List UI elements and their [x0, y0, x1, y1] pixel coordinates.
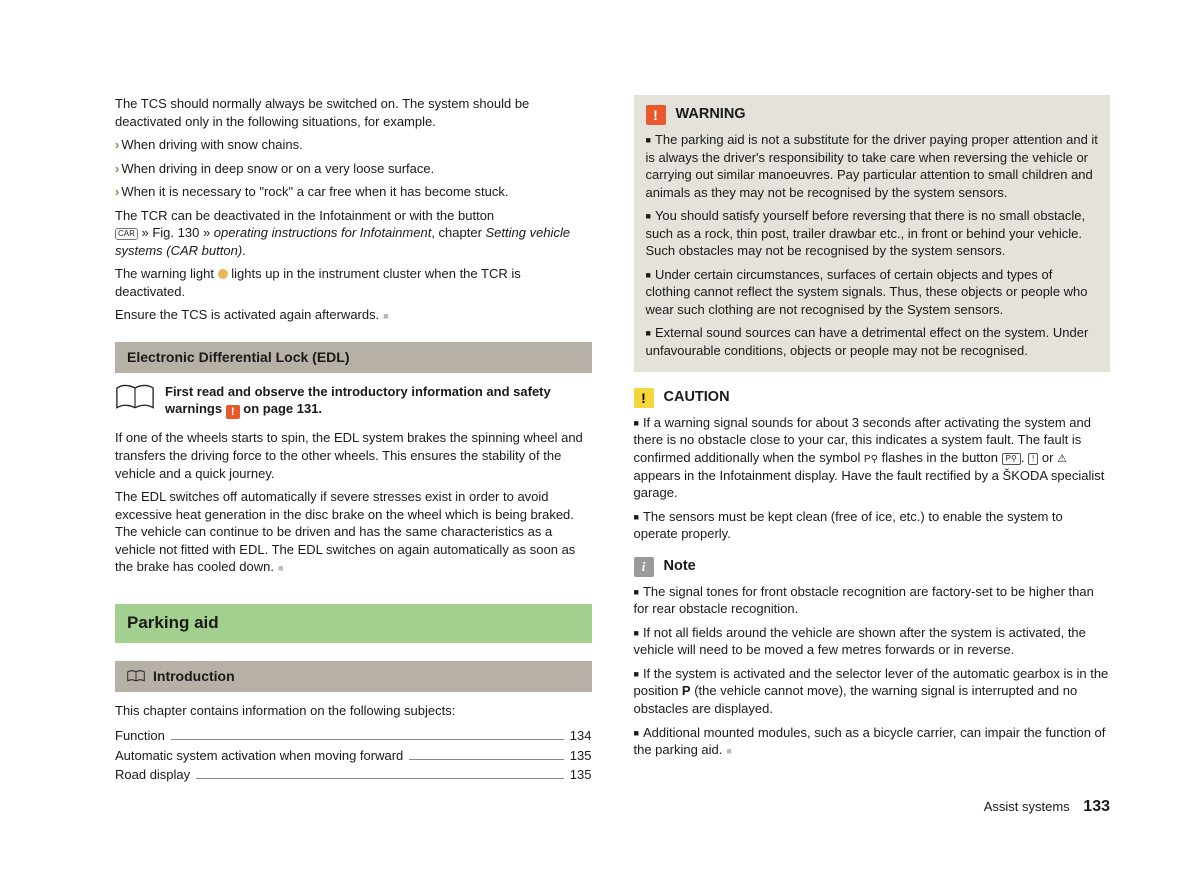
caution-item-1: ■If a warning signal sounds for about 3 … [634, 414, 1111, 502]
edl-p2: The EDL switches off automatically if se… [115, 488, 592, 576]
warning-box: ! WARNING ■The parking aid is not a subs… [634, 95, 1111, 372]
note-item-1: ■The signal tones for front obstacle rec… [634, 583, 1111, 618]
tcr-deactivate: The TCR can be deactivated in the Infota… [115, 207, 592, 260]
caution-title: CAUTION [664, 388, 730, 408]
section-end-icon: ■ [278, 563, 283, 573]
caution-block: ! CAUTION ■If a warning signal sounds fo… [634, 388, 1111, 543]
right-column: ! WARNING ■The parking aid is not a subs… [634, 95, 1111, 786]
warning-title: WARNING [676, 105, 746, 125]
bullet-deep-snow: ›When driving in deep snow or on a very … [115, 160, 592, 178]
warning-item-1: ■The parking aid is not a substitute for… [646, 131, 1099, 201]
chevron-icon: › [115, 161, 119, 176]
bullet-rock-free: ›When it is necessary to "rock" a car fr… [115, 183, 592, 201]
tcs-intro: The TCS should normally always be switch… [115, 95, 592, 130]
toc-row-road-display: Road display135 [115, 766, 592, 784]
note-item-4: ■Additional mounted modules, such as a b… [634, 724, 1111, 759]
warning-inline-icon: ! [226, 405, 240, 419]
toc-row-function: Function134 [115, 727, 592, 745]
left-column: The TCS should normally always be switch… [115, 95, 592, 786]
toc-row-auto-activation: Automatic system activation when moving … [115, 747, 592, 765]
exclamation-icon: ! [1028, 453, 1038, 466]
chevron-icon: › [115, 137, 119, 152]
warning-item-4: ■External sound sources can have a detri… [646, 324, 1099, 359]
triangle-warning-icon: ⚠ [1057, 452, 1067, 467]
note-item-3: ■If the system is activated and the sele… [634, 665, 1111, 718]
pa-symbol-icon: P⚲ [864, 454, 878, 465]
parking-aid-heading: Parking aid [115, 604, 592, 643]
warning-light-text: The warning light lights up in the instr… [115, 265, 592, 300]
caution-item-2: ■The sensors must be kept clean (free of… [634, 508, 1111, 543]
caution-icon: ! [634, 388, 654, 408]
bullet-snow-chains: ›When driving with snow chains. [115, 136, 592, 154]
page-footer: Assist systems 133 [984, 798, 1110, 816]
book-small-icon [127, 669, 145, 683]
introduction-heading: Introduction [115, 661, 592, 692]
warning-light-icon [218, 269, 228, 279]
page-number: 133 [1083, 798, 1110, 815]
pa-button-icon: P⚲ [1002, 453, 1021, 466]
note-block: i Note ■The signal tones for front obsta… [634, 557, 1111, 759]
note-icon: i [634, 557, 654, 577]
warning-item-3: ■Under certain circumstances, surfaces o… [646, 266, 1099, 319]
read-first-text: First read and observe the introductory … [165, 383, 592, 420]
section-end-icon: ■ [383, 311, 388, 321]
read-first-row: First read and observe the introductory … [115, 383, 592, 420]
note-item-2: ■If not all fields around the vehicle ar… [634, 624, 1111, 659]
warning-icon: ! [646, 105, 666, 125]
edl-p1: If one of the wheels starts to spin, the… [115, 429, 592, 482]
intro-subtitle: This chapter contains information on the… [115, 702, 592, 720]
warning-item-2: ■You should satisfy yourself before reve… [646, 207, 1099, 260]
note-title: Note [664, 557, 696, 577]
section-end-icon: ■ [726, 746, 731, 756]
tcs-reactivate: Ensure the TCS is activated again afterw… [115, 306, 592, 324]
footer-section: Assist systems [984, 799, 1070, 814]
edl-heading: Electronic Differential Lock (EDL) [115, 342, 592, 373]
book-icon [115, 383, 155, 416]
chevron-icon: › [115, 184, 119, 199]
car-button-icon: CAR [115, 228, 138, 240]
